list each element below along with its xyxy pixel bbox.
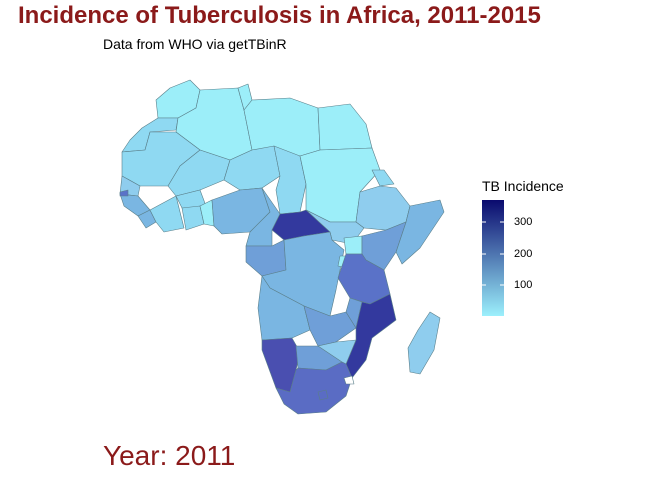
legend-tick-200: 200 <box>514 248 533 260</box>
region-libya <box>243 97 321 157</box>
region-lesotho <box>317 389 329 401</box>
region-uganda <box>343 235 363 255</box>
region-somalia <box>395 199 445 265</box>
region-mozambique <box>345 293 397 379</box>
legend-title: TB Incidence <box>482 178 564 194</box>
region-zimbabwe <box>317 339 357 365</box>
region-drc <box>261 231 345 317</box>
region-egypt <box>317 103 373 151</box>
region-south-africa <box>275 361 353 415</box>
page-title: Incidence of Tuberculosis in Africa, 201… <box>18 2 541 29</box>
year-label: Year: 2011 <box>103 440 236 471</box>
region-mali <box>167 149 231 197</box>
legend-tick-100: 100 <box>514 279 533 291</box>
region-swaziland <box>343 375 355 385</box>
region-niger <box>223 145 281 191</box>
region-guinea-bissau <box>119 189 129 197</box>
region-mauritania <box>121 131 201 187</box>
region-ivory-coast <box>149 195 185 233</box>
region-madagascar <box>407 311 441 375</box>
legend-tick-300: 300 <box>514 216 533 228</box>
region-zambia <box>303 305 357 347</box>
legend-color-bar <box>482 200 504 316</box>
subtitle: Data from WHO via getTBinR <box>103 36 287 52</box>
region-eritrea <box>371 169 395 187</box>
region-angola <box>257 275 311 341</box>
